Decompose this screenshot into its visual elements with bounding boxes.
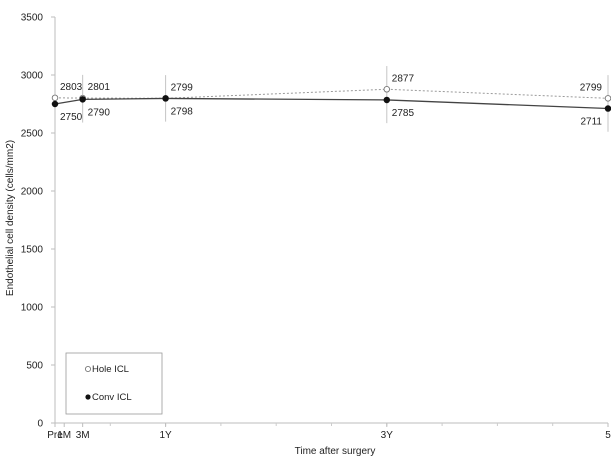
y-tick-label: 500: [26, 361, 43, 372]
data-label-hole-icl: 2803: [60, 82, 83, 93]
legend-box: [65, 352, 163, 415]
data-label-hole-icl: 2799: [171, 82, 194, 93]
y-tick-label: 1500: [21, 245, 44, 256]
x-tick-label: 3M: [76, 430, 90, 441]
data-point-hole-icl: [604, 95, 611, 102]
legend-marker-hole-icl: [84, 365, 92, 373]
y-tick-label: 2000: [21, 187, 44, 198]
y-tick-label: 1000: [21, 303, 44, 314]
legend: Hole ICL Conv ICL: [65, 352, 163, 415]
x-tick-label: 1M: [57, 430, 71, 441]
data-label-hole-icl: 2799: [580, 82, 603, 93]
x-axis-title: Time after surgery: [295, 446, 376, 457]
data-point-conv-icl: [79, 96, 86, 103]
data-labels: 2803 2801 2799 2877 2799 2750 2790 2798 2785 2711: [60, 73, 602, 127]
data-point-conv-icl: [604, 105, 611, 112]
series-line-conv-icl: [54, 97, 609, 110]
data-label-conv-icl: 2785: [392, 108, 415, 119]
x-tick-label: 1Y: [159, 430, 172, 441]
series-points: [51, 86, 611, 112]
data-label-conv-icl: 2790: [88, 107, 111, 118]
y-axis-title: Endothelial cell density (cells/mm2): [5, 140, 16, 296]
x-tick-label: 5: [605, 430, 611, 441]
data-point-conv-icl: [383, 96, 391, 104]
series-lines: [54, 88, 609, 110]
data-point-hole-icl: [51, 94, 59, 102]
data-point-hole-icl: [383, 86, 391, 93]
data-label-hole-icl: 2877: [392, 73, 415, 84]
legend-marker-conv-icl: [85, 394, 91, 400]
series-line-hole-icl: [54, 88, 609, 99]
x-tick-label: Pre: [47, 430, 63, 441]
y-axis-ticks: 0 500 1000 1500 2000 2500 3000 3500: [21, 13, 55, 430]
legend-label-hole-icl: Hole ICL: [92, 364, 129, 375]
legend-label-conv-icl: Conv ICL: [92, 392, 132, 403]
y-tick-label: 3000: [21, 71, 44, 82]
y-tick-label: 2500: [21, 129, 44, 140]
data-label-hole-icl: 2801: [88, 82, 111, 93]
data-label-conv-icl: 2798: [171, 106, 194, 117]
data-point-conv-icl: [162, 95, 169, 102]
data-label-conv-icl: 2750: [60, 112, 83, 123]
y-tick-label: 0: [37, 419, 43, 430]
data-label-conv-icl: 2711: [580, 117, 602, 128]
x-tick-label: 3Y: [381, 430, 394, 441]
data-point-conv-icl: [51, 100, 59, 108]
y-tick-label: 3500: [21, 13, 44, 24]
